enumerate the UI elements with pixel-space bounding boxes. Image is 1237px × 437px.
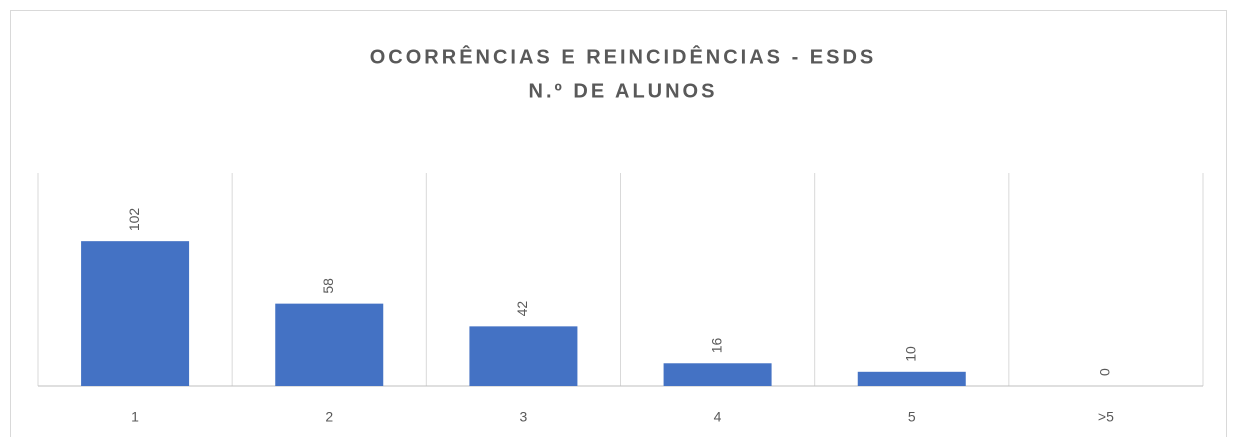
x-tick-label: 3 bbox=[520, 409, 528, 425]
bar bbox=[469, 326, 578, 386]
chart-border bbox=[10, 10, 1227, 437]
bar bbox=[81, 241, 190, 386]
data-label: 42 bbox=[514, 301, 530, 317]
x-tick-label: 5 bbox=[908, 409, 916, 425]
chart-title: OCORRÊNCIAS E REINCIDÊNCIAS - ESDS bbox=[370, 44, 877, 68]
bar bbox=[275, 303, 384, 386]
x-tick-label: 4 bbox=[714, 409, 722, 425]
data-label: 0 bbox=[1097, 368, 1113, 376]
chart-subtitle: N.º DE ALUNOS bbox=[529, 80, 718, 102]
bar bbox=[857, 371, 966, 386]
data-label: 102 bbox=[126, 208, 142, 232]
x-tick-label: 2 bbox=[325, 409, 333, 425]
x-tick-label: 1 bbox=[131, 409, 139, 425]
bar bbox=[663, 363, 772, 386]
data-label: 58 bbox=[320, 278, 336, 294]
x-tick-label: >5 bbox=[1098, 409, 1114, 425]
data-label: 10 bbox=[902, 346, 918, 362]
data-label: 16 bbox=[708, 337, 724, 353]
